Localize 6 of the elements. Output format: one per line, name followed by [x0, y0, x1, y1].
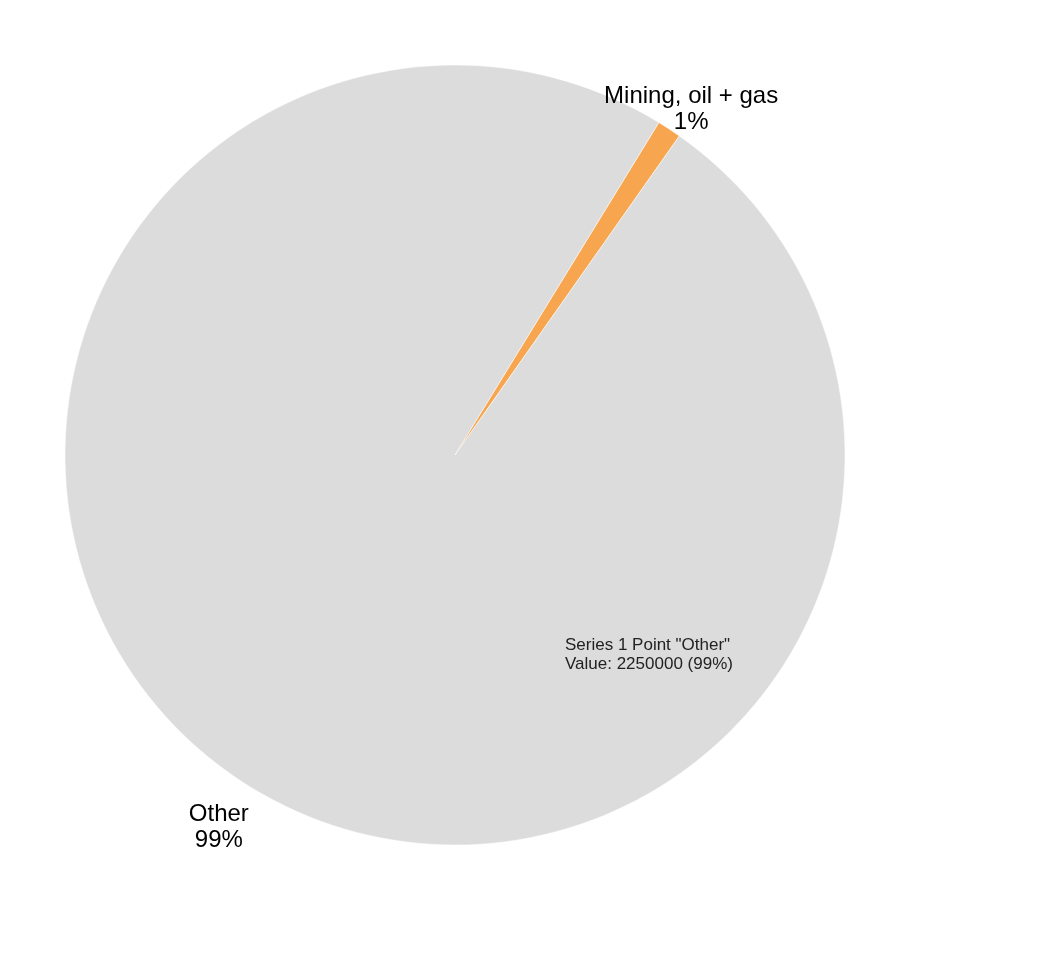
data-label: 1% [673, 106, 709, 134]
pie-slice [65, 64, 845, 845]
text: Series 1 Point "Other" Value: 2250000 (99%) [565, 635, 733, 673]
slice-label: Mining, oil + gas [604, 80, 779, 108]
data-label: 99% [194, 825, 243, 853]
slice-label: Other [188, 799, 249, 827]
